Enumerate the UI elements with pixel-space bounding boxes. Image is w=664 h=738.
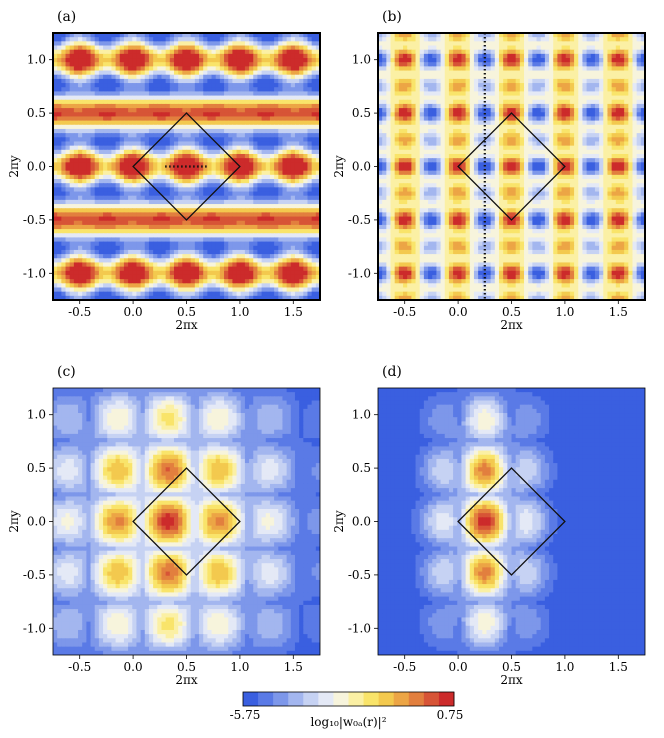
panel-c: -0.5 0.0 0.5 1.0 1.5 1.0 0.5 0.0 -0.5 -1.0 2πx 2πy (… [7, 364, 321, 687]
colorbar-swatch [378, 692, 395, 706]
colorbar-swatch [258, 692, 274, 706]
panel-b: -0.5 0.0 0.5 1.0 1.5 1.0 0.5 0.0 -0.5 -1.0 2πx 2πy (… [332, 9, 646, 332]
colorbar-frame [242, 691, 455, 707]
x-tick-label: 1.0 [555, 660, 574, 674]
x-tick-label: 0.0 [449, 660, 468, 674]
x-tick-label: -0.5 [68, 660, 91, 674]
y-tick-label: 0.5 [27, 461, 46, 475]
panel-label: (c) [57, 364, 76, 380]
x-tick-label: 1.5 [284, 305, 303, 319]
heatmap-field [53, 33, 320, 300]
y-tick-label: 0.5 [352, 461, 371, 475]
panel-a: -0.5 0.0 0.5 1.0 1.5 1.0 0.5 0.0 -0.5 -1.0 2πx 2πy (… [7, 9, 321, 332]
unit-cell-diamond [457, 467, 566, 576]
y-tick-label: 1.0 [27, 408, 46, 422]
x-tick-label: 0.5 [502, 305, 521, 319]
y-tick-label: -1.0 [23, 621, 46, 635]
colorbar-swatch [408, 692, 425, 706]
y-tick-label: -0.5 [348, 213, 371, 227]
heatmap-field [53, 388, 320, 655]
panel-label: (a) [57, 9, 76, 25]
y-tick-label: -1.0 [348, 621, 371, 635]
colorbar-swatch [318, 692, 334, 706]
x-tick-label: 0.5 [502, 660, 521, 674]
colorbar-swatch [288, 692, 304, 706]
x-tick-label: 0.0 [449, 305, 468, 319]
unit-cell-diamond [132, 112, 241, 221]
colorbar-min-label: -5.75 [230, 708, 261, 722]
colorbar-swatch [243, 692, 259, 706]
colorbar-swatch [393, 692, 410, 706]
colorbar-label: log₁₀|w₀ₐ(r)|² [310, 715, 386, 729]
colorbar-swatch [273, 692, 289, 706]
panel-d: -0.5 0.0 0.5 1.0 1.5 1.0 0.5 0.0 -0.5 -1.0 2πx 2πy (… [332, 364, 646, 687]
x-axis-label: 2πx [175, 673, 198, 687]
x-tick-label: 1.5 [609, 660, 628, 674]
y-axis-label: 2πy [7, 155, 21, 178]
x-tick-label: -0.5 [393, 660, 416, 674]
colorbar-swatch [363, 692, 380, 706]
y-axis-label: 2πy [7, 510, 21, 533]
x-axis-label: 2πx [500, 673, 523, 687]
colorbar-swatch [438, 692, 455, 706]
colorbar-swatch [423, 692, 440, 706]
y-tick-label: 1.0 [352, 53, 371, 67]
x-tick-label: 0.5 [177, 305, 196, 319]
y-tick-label: -1.0 [348, 266, 371, 280]
panel-label: (b) [382, 9, 402, 25]
x-tick-label: 1.0 [230, 305, 249, 319]
y-tick-label: -0.5 [348, 568, 371, 582]
x-tick-label: 0.0 [124, 660, 143, 674]
unit-cell-diamond [457, 112, 566, 221]
x-tick-label: 0.5 [177, 660, 196, 674]
heatmap-field [378, 33, 645, 300]
panel-label: (d) [382, 364, 402, 380]
x-axis-label: 2πx [500, 318, 523, 332]
x-tick-label: 1.5 [284, 660, 303, 674]
x-tick-label: -0.5 [393, 305, 416, 319]
y-axis-label: 2πy [332, 510, 346, 533]
colorbar-swatch [348, 692, 364, 706]
y-tick-label: -0.5 [23, 213, 46, 227]
y-tick-label: 0.5 [352, 106, 371, 120]
unit-cell-diamond [132, 467, 241, 576]
y-tick-label: 0.0 [352, 160, 371, 174]
y-tick-label: 1.0 [27, 53, 46, 67]
y-tick-label: -1.0 [23, 266, 46, 280]
heatmap-field [378, 388, 645, 655]
x-tick-label: -0.5 [68, 305, 91, 319]
y-tick-label: 0.0 [352, 515, 371, 529]
y-tick-label: 0.0 [27, 160, 46, 174]
y-tick-label: 0.0 [27, 515, 46, 529]
colorbar: -5.75 0.75 log₁₀|w₀ₐ(r)|² [230, 691, 464, 729]
colorbar-swatch [333, 692, 349, 706]
y-tick-label: 1.0 [352, 408, 371, 422]
x-tick-label: 0.0 [124, 305, 143, 319]
y-axis-label: 2πy [332, 155, 346, 178]
colorbar-swatch [303, 692, 319, 706]
x-tick-label: 1.0 [230, 660, 249, 674]
y-tick-label: 0.5 [27, 106, 46, 120]
x-axis-label: 2πx [175, 318, 198, 332]
y-tick-label: -0.5 [23, 568, 46, 582]
x-tick-label: 1.0 [555, 305, 574, 319]
x-tick-label: 1.5 [609, 305, 628, 319]
colorbar-max-label: 0.75 [437, 708, 464, 722]
